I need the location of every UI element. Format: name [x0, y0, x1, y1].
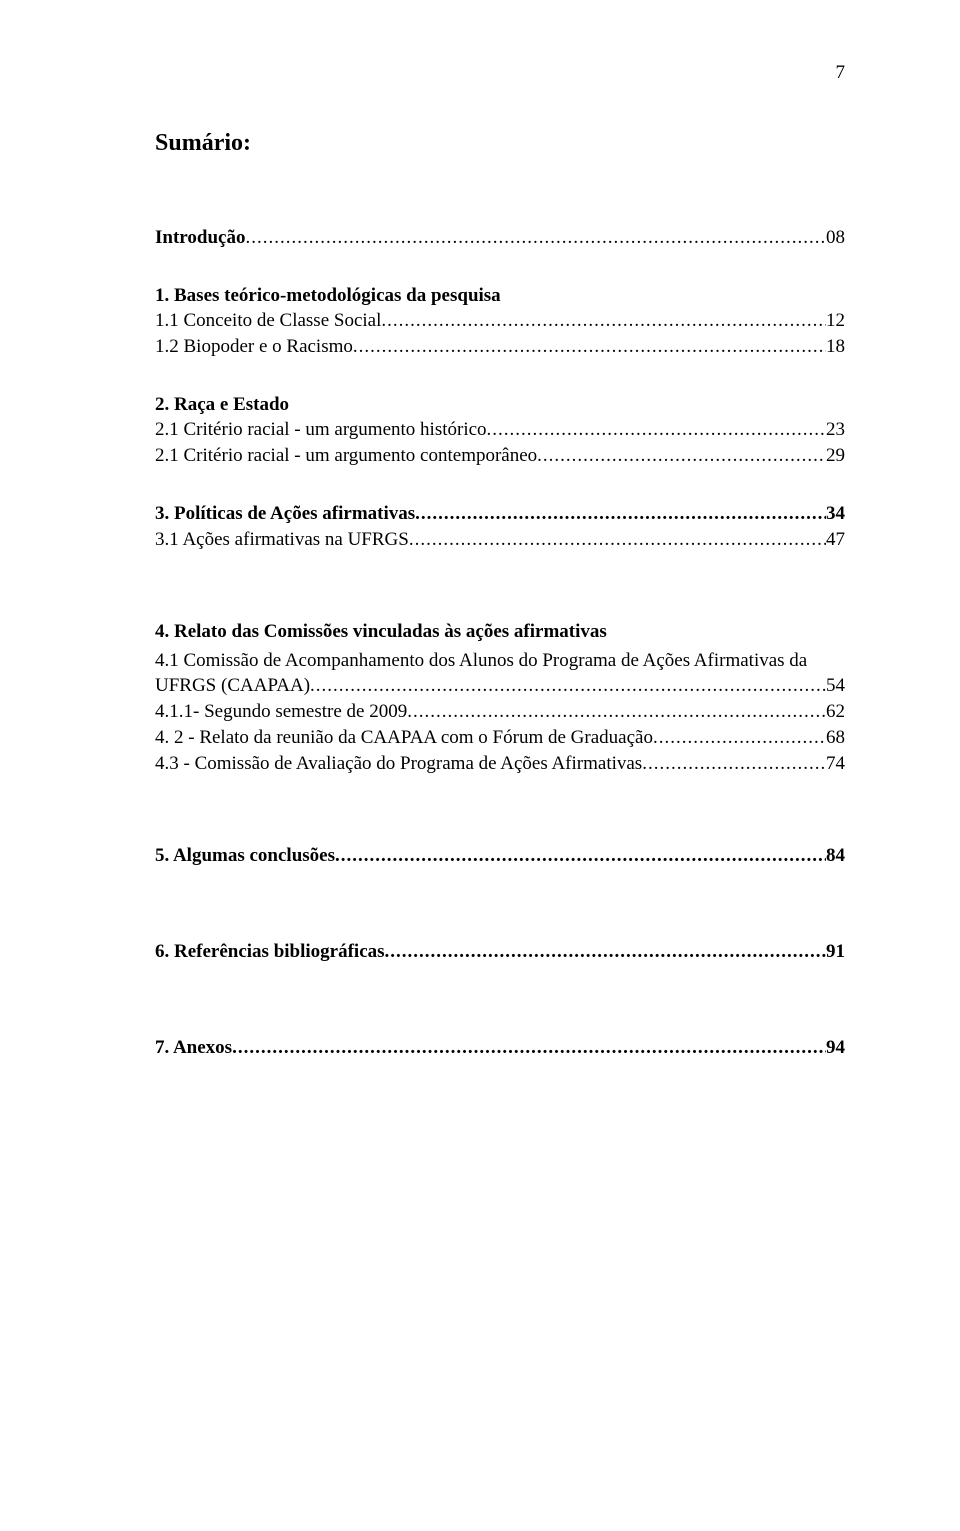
toc-entry-3-1: 3.1 Ações afirmativas na UFRGS 47: [155, 529, 845, 551]
toc-label: 2.1 Critério racial - um argumento histó…: [155, 419, 487, 441]
toc-leader: [415, 503, 826, 525]
toc-leader: [409, 529, 826, 551]
toc-leader: [537, 445, 826, 467]
toc-section-1: 1. Bases teórico-metodológicas da pesqui…: [155, 285, 845, 307]
toc-label: 3. Políticas de Ações afirmativas: [155, 503, 415, 525]
toc-leader: [407, 701, 826, 723]
toc-entry-7: 7. Anexos 94: [155, 1037, 845, 1059]
toc-page: 74: [826, 753, 845, 775]
toc-entry-3: 3. Políticas de Ações afirmativas 34: [155, 503, 845, 525]
toc-entry-1-1: 1.1 Conceito de Classe Social 12: [155, 310, 845, 332]
toc-title: Sumário:: [155, 130, 845, 157]
toc-label: 1.2 Biopoder e o Racismo: [155, 336, 353, 358]
toc-leader: [653, 727, 826, 749]
toc-page: 18: [826, 336, 845, 358]
toc-page: 23: [826, 419, 845, 441]
toc-entry-4-1-1: 4.1.1- Segundo semestre de 2009 62: [155, 701, 845, 723]
toc-leader: [232, 1037, 826, 1059]
toc-page: 54: [826, 675, 845, 697]
page-number: 7: [836, 62, 846, 84]
toc-leader: [310, 675, 826, 697]
toc-page: 84: [826, 845, 845, 867]
toc-leader: [385, 941, 826, 963]
toc-page: 62: [826, 701, 845, 723]
toc-label: Introdução: [155, 227, 245, 249]
toc-entry-4-3: 4.3 - Comissão de Avaliação do Programa …: [155, 753, 845, 775]
toc-page: 29: [826, 445, 845, 467]
toc-label: 4.3 - Comissão de Avaliação do Programa …: [155, 753, 642, 775]
toc-page: 68: [826, 727, 845, 749]
toc-label: 7. Anexos: [155, 1037, 232, 1059]
toc-page: 08: [826, 227, 845, 249]
toc-leader: [381, 310, 826, 332]
toc-section-4: 4. Relato das Comissões vinculadas às aç…: [155, 621, 845, 643]
toc-entry-2-1b: 2.1 Critério racial - um argumento conte…: [155, 445, 845, 467]
toc-label: 1.1 Conceito de Classe Social: [155, 310, 381, 332]
toc-leader: [487, 419, 826, 441]
toc-label-line2: UFRGS (CAAPAA): [155, 675, 310, 697]
toc-entry-5: 5. Algumas conclusões 84: [155, 845, 845, 867]
toc-page: 34: [826, 503, 845, 525]
toc-entry-6: 6. Referências bibliográficas 91: [155, 941, 845, 963]
toc-leader: [642, 753, 826, 775]
toc-entry-1-2: 1.2 Biopoder e o Racismo 18: [155, 336, 845, 358]
toc-label: 4.1.1- Segundo semestre de 2009: [155, 701, 407, 723]
toc-label: 3.1 Ações afirmativas na UFRGS: [155, 529, 409, 551]
toc-page: 91: [826, 941, 845, 963]
toc-page: 12: [826, 310, 845, 332]
toc-entry-intro: Introdução 08: [155, 227, 845, 249]
toc-section-2: 2. Raça e Estado: [155, 394, 845, 416]
toc-label-line1: 4.1 Comissão de Acompanhamento dos Aluno…: [155, 646, 845, 675]
toc-leader: [335, 845, 826, 867]
toc-label: 4. 2 - Relato da reunião da CAAPAA com o…: [155, 727, 653, 749]
toc-page: 47: [826, 529, 845, 551]
toc-label: 2.1 Critério racial - um argumento conte…: [155, 445, 537, 467]
toc-leader: [245, 227, 826, 249]
toc-label: 6. Referências bibliográficas: [155, 941, 385, 963]
toc-entry-2-1: 2.1 Critério racial - um argumento histó…: [155, 419, 845, 441]
toc-page: 94: [826, 1037, 845, 1059]
toc-leader: [353, 336, 826, 358]
toc-entry-4-2: 4. 2 - Relato da reunião da CAAPAA com o…: [155, 727, 845, 749]
toc-label: 5. Algumas conclusões: [155, 845, 335, 867]
toc-entry-4-1: 4.1 Comissão de Acompanhamento dos Aluno…: [155, 646, 845, 697]
